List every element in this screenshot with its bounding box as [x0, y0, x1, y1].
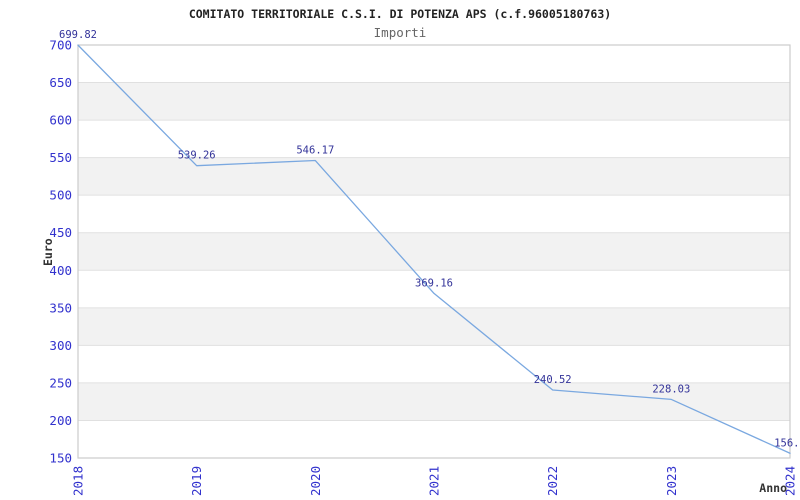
grid-band: [78, 157, 790, 196]
y-tick-label: 450: [49, 225, 72, 240]
x-tick-label: 2024: [783, 466, 798, 496]
data-point-label: 699.82: [59, 29, 97, 41]
y-tick-label: 250: [49, 375, 72, 390]
grid-band: [78, 382, 790, 421]
data-point-label: 369.16: [415, 277, 453, 289]
y-tick-label: 500: [49, 188, 72, 203]
series-line: [77, 44, 791, 454]
y-tick-label: 300: [49, 338, 72, 353]
y-tick-label: 150: [49, 451, 72, 466]
x-tick-label: 2023: [664, 466, 679, 496]
x-axis-title: Anno: [759, 481, 787, 495]
y-tick-label: 600: [49, 113, 72, 128]
x-tick-label: 2021: [427, 466, 442, 496]
y-tick-label: 700: [49, 38, 72, 53]
y-tick-label: 350: [49, 300, 72, 315]
y-axis-title: Euro: [41, 238, 55, 266]
y-tick-label: 650: [49, 75, 72, 90]
data-point-label: 546.17: [296, 145, 334, 157]
chart-title: COMITATO TERRITORIALE C.S.I. DI POTENZA …: [188, 7, 612, 21]
data-point-label: 240.52: [534, 374, 572, 386]
plot-border: [77, 44, 791, 459]
chart-subtitle: Importi: [373, 25, 427, 40]
y-tick-label: 200: [49, 413, 72, 428]
y-tick-label: 550: [49, 150, 72, 165]
grid-band: [78, 307, 790, 346]
x-tick-label: 2020: [308, 466, 323, 496]
grid-band: [78, 232, 790, 271]
x-tick-label: 2019: [189, 466, 204, 496]
x-tick-label: 2018: [71, 466, 86, 496]
y-tick-label: 400: [49, 263, 72, 278]
grid-band: [78, 82, 790, 121]
data-point-label: 228.03: [652, 383, 690, 395]
data-point-label: 539.26: [178, 150, 216, 162]
x-tick-label: 2022: [545, 466, 560, 496]
data-point-label: 156.3: [774, 437, 800, 449]
